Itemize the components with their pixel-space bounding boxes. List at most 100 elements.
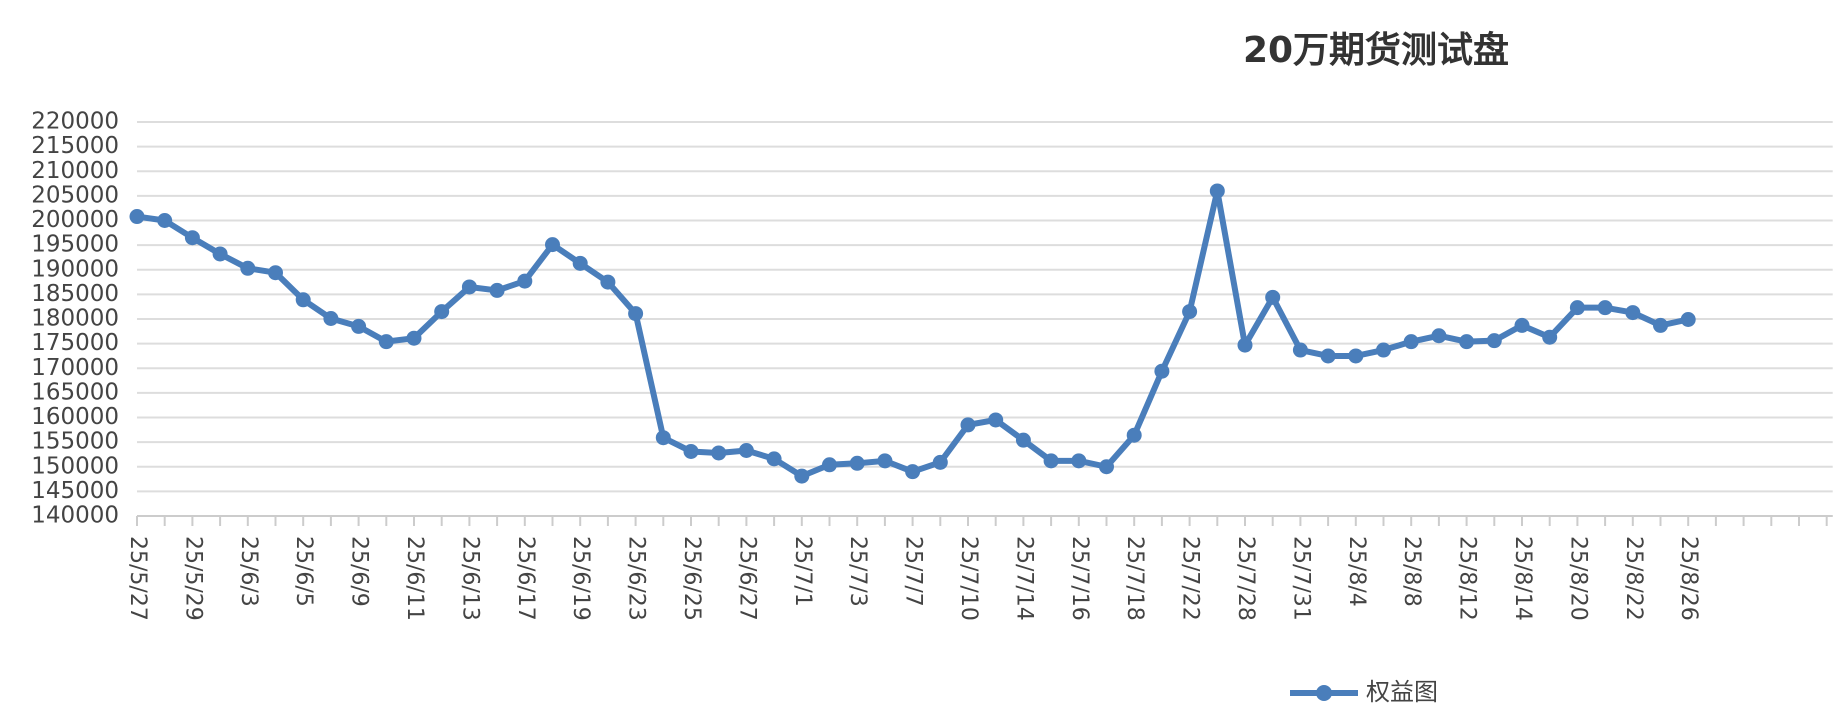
x-tick-label: 25/6/17: [513, 536, 538, 621]
point: [1680, 311, 1696, 327]
y-tick-label: 185000: [31, 281, 119, 307]
y-tick-label: 220000: [31, 109, 119, 135]
x-tick-label: 25/6/9: [347, 536, 372, 607]
point: [628, 306, 644, 322]
x-tick-label: 25/7/3: [845, 536, 870, 607]
x-tick-label: 25/7/18: [1122, 536, 1147, 621]
y-tick-label: 145000: [31, 478, 119, 504]
point: [184, 230, 200, 246]
point: [1099, 459, 1114, 475]
point: [1237, 337, 1253, 353]
point: [1569, 300, 1585, 316]
x-tick-label: 25/5/29: [180, 536, 205, 621]
point: [905, 464, 921, 480]
y-tick-label: 195000: [31, 232, 119, 258]
point: [1542, 329, 1558, 345]
point: [766, 451, 782, 467]
x-tick-label: 25/8/14: [1510, 536, 1535, 621]
line: [136, 187, 1689, 480]
x-tick-label: 25/7/10: [956, 536, 981, 621]
y-tick-label: 155000: [31, 429, 119, 455]
point: [1597, 300, 1613, 316]
x-tick-label: 25/7/14: [1011, 536, 1036, 621]
point: [1043, 453, 1059, 469]
x-tick-label: 25/7/1: [790, 536, 815, 607]
y-tick-label: 140000: [31, 503, 119, 529]
y-tick-label: 215000: [31, 133, 119, 159]
point: [1459, 334, 1475, 350]
x-tick-label: 25/6/11: [402, 536, 427, 621]
y-tick-label: 200000: [31, 207, 119, 233]
x-tick-label: 25/8/12: [1455, 536, 1480, 621]
y-tick-label: 150000: [31, 453, 119, 479]
point: [794, 468, 810, 484]
point: [517, 273, 533, 289]
point: [378, 334, 394, 350]
x-tick-label: 25/6/13: [457, 536, 482, 621]
y-tick-label: 210000: [31, 158, 119, 184]
x-tick-label: 25/8/4: [1344, 536, 1369, 607]
x-tick-label: 25/6/27: [734, 536, 759, 621]
x-tick-label: 25/6/5: [291, 536, 316, 607]
y-tick-label: 205000: [31, 182, 119, 208]
point: [489, 282, 505, 298]
point: [406, 330, 422, 346]
y-tick-label: 175000: [31, 330, 119, 356]
x-tick-label: 25/7/22: [1178, 536, 1203, 621]
point: [600, 274, 616, 290]
point: [849, 455, 865, 471]
point: [1292, 342, 1308, 358]
y-tick-label: 160000: [31, 404, 119, 430]
point: [1403, 334, 1419, 350]
legend-marker: [1316, 685, 1332, 701]
y-tick-label: 165000: [31, 379, 119, 405]
point: [711, 445, 727, 461]
point: [1182, 304, 1198, 320]
point: [268, 265, 283, 281]
legend-label: 权益图: [1366, 678, 1438, 706]
chart-title: 20万期货测试盘: [1243, 29, 1509, 71]
point: [295, 292, 311, 308]
point: [1071, 453, 1087, 469]
point: [1486, 333, 1502, 349]
x-tick-label: 25/7/28: [1233, 536, 1258, 621]
point: [1431, 328, 1447, 344]
y-tick-label: 190000: [31, 256, 119, 282]
point: [212, 246, 228, 262]
x-tick-label: 25/6/3: [236, 536, 261, 607]
point: [461, 279, 477, 295]
y-tick-label: 170000: [31, 355, 119, 381]
point: [323, 311, 339, 327]
point: [738, 442, 754, 458]
x-tick-label: 25/8/26: [1676, 536, 1701, 621]
point: [932, 454, 948, 470]
point: [1126, 427, 1142, 443]
x-tick-label: 25/7/31: [1288, 536, 1313, 621]
point: [1625, 305, 1641, 321]
point: [572, 255, 588, 271]
point: [1348, 348, 1364, 364]
point: [1015, 432, 1031, 448]
point: [1320, 348, 1336, 364]
point: [655, 430, 671, 446]
point: [1653, 317, 1668, 333]
x-tick-label: 25/7/7: [901, 536, 926, 607]
x-tick-label: 25/6/19: [568, 536, 593, 621]
point: [545, 237, 560, 253]
point: [1376, 342, 1391, 358]
point: [1209, 183, 1225, 199]
x-tick-label: 25/8/20: [1565, 536, 1590, 621]
point: [1154, 363, 1170, 379]
point: [157, 213, 173, 228]
point: [822, 457, 837, 473]
point: [1514, 317, 1530, 333]
point: [240, 260, 256, 276]
x-tick-label: 25/7/16: [1067, 536, 1092, 621]
x-tick-label: 25/8/22: [1621, 536, 1646, 621]
point: [877, 453, 893, 469]
point: [988, 412, 1004, 428]
y-tick-label: 180000: [31, 306, 119, 332]
x-tick-label: 25/6/25: [679, 536, 704, 621]
point: [129, 209, 145, 225]
